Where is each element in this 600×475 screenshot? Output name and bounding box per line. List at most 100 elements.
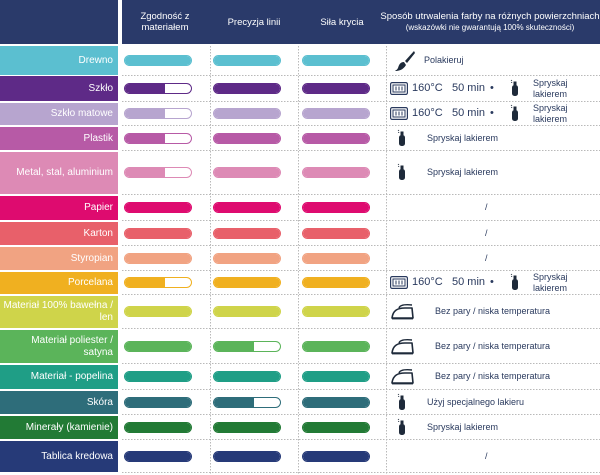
column-divider bbox=[210, 46, 211, 475]
table-row: Tablica kredowa / bbox=[0, 441, 600, 473]
precision-bar bbox=[213, 277, 281, 288]
coverage-bar-fill bbox=[303, 109, 369, 118]
fixing-method: / bbox=[380, 247, 600, 270]
spray-can-icon bbox=[397, 163, 407, 183]
spray-can-icon bbox=[510, 104, 520, 124]
table-row: Materiał 100% bawełna / len Bez pary / ni… bbox=[0, 296, 600, 329]
row-divider bbox=[122, 439, 600, 440]
precision-bar-fill bbox=[214, 398, 254, 407]
precision-bar bbox=[213, 397, 281, 408]
material-label: Materiał - popelina bbox=[0, 365, 118, 389]
compat-bar bbox=[124, 397, 192, 408]
compat-bar bbox=[124, 371, 192, 382]
coverage-bar bbox=[302, 277, 370, 288]
compat-bar bbox=[124, 167, 192, 178]
column-divider bbox=[298, 46, 299, 475]
method-text: / bbox=[485, 450, 488, 461]
coverage-bar-fill bbox=[303, 254, 369, 263]
coverage-bar bbox=[302, 397, 370, 408]
precision-bar-fill bbox=[214, 168, 280, 177]
material-label: Materiał poliester / satyna bbox=[0, 330, 118, 363]
compat-bar bbox=[124, 451, 192, 462]
oven-icon bbox=[390, 107, 408, 122]
coverage-bar-fill bbox=[303, 278, 369, 287]
method-text: Spryskaj lakierem bbox=[427, 167, 499, 177]
oven-icon bbox=[390, 81, 408, 97]
precision-bar bbox=[213, 371, 281, 382]
method-text: Polakieruj bbox=[424, 54, 464, 65]
fixing-method: 160°C 50 min • Spryskaj lakierem bbox=[380, 103, 600, 125]
material-label: Tablica kredowa bbox=[0, 441, 118, 472]
compat-bar bbox=[124, 306, 192, 317]
row-divider bbox=[122, 328, 600, 329]
temperature: 160°C bbox=[412, 276, 443, 288]
material-label: Skóra bbox=[0, 391, 118, 414]
header-precision: Precyzja linii bbox=[227, 16, 281, 28]
coverage-bar bbox=[302, 228, 370, 239]
material-label: Szkło bbox=[0, 76, 118, 101]
method-text: Spryskaj lakierem bbox=[533, 77, 568, 99]
brush-icon bbox=[394, 50, 416, 74]
coverage-bar-fill bbox=[303, 342, 369, 351]
table-row: Styropian / bbox=[0, 247, 600, 271]
header-bar bbox=[122, 0, 600, 44]
fixing-method: Bez pary / niska temperatura bbox=[380, 365, 600, 389]
fixing-method: / bbox=[380, 441, 600, 472]
separator-dot: • bbox=[490, 107, 494, 119]
row-divider bbox=[122, 414, 600, 415]
compat-bar-fill bbox=[125, 84, 165, 93]
row-divider bbox=[122, 389, 600, 390]
table-row: Minerały (kamienie) Spryskaj lakierem bbox=[0, 416, 600, 440]
compat-bar-fill bbox=[125, 134, 165, 143]
compat-bar bbox=[124, 55, 192, 66]
table-row: Szkło matowe 160°C 50 min • Spryskaj lakiere… bbox=[0, 103, 600, 126]
fixing-method: Spryskaj lakierem bbox=[380, 127, 600, 150]
fixing-method: 160°C 50 min • Spryskaj lakierem bbox=[380, 76, 600, 101]
method-text: Spryskaj lakierem bbox=[427, 421, 499, 432]
coverage-bar-fill bbox=[303, 307, 369, 316]
compat-bar-fill bbox=[125, 56, 191, 65]
compat-bar-fill bbox=[125, 372, 191, 381]
compat-bar-fill bbox=[125, 278, 165, 287]
coverage-bar-fill bbox=[303, 398, 369, 407]
precision-bar-fill bbox=[214, 342, 254, 351]
table-row: Karton / bbox=[0, 222, 600, 246]
row-divider bbox=[122, 363, 600, 364]
coverage-bar bbox=[302, 341, 370, 352]
fixing-method: Polakieruj bbox=[380, 46, 600, 75]
precision-bar bbox=[213, 83, 281, 94]
method-text: / bbox=[485, 252, 488, 263]
spray-can-icon bbox=[397, 129, 407, 149]
table-row: Materiał - popelina Bez pary / niska temp… bbox=[0, 365, 600, 390]
header-method-subtitle: (wskazówki nie gwarantują 100% skuteczno… bbox=[405, 23, 575, 32]
precision-bar-fill bbox=[214, 203, 280, 212]
precision-bar-fill bbox=[214, 372, 280, 381]
iron-icon bbox=[388, 368, 416, 388]
row-divider bbox=[122, 101, 600, 102]
header-method-title: Sposób utrwalenia farby na różnych powie… bbox=[380, 11, 600, 22]
fixing-method: Bez pary / niska temperatura bbox=[380, 330, 600, 363]
precision-bar-fill bbox=[214, 423, 280, 432]
compat-bar bbox=[124, 422, 192, 433]
compat-bar-fill bbox=[125, 423, 191, 432]
compat-bar-fill bbox=[125, 398, 191, 407]
table-row: Metal, stal, aluminium Spryskaj lakierem bbox=[0, 152, 600, 195]
compat-bar-fill bbox=[125, 307, 191, 316]
precision-bar-fill bbox=[214, 278, 280, 287]
coverage-bar-fill bbox=[303, 168, 369, 177]
coverage-bar bbox=[302, 253, 370, 264]
table-row: Materiał poliester / satyna Bez pary / ni… bbox=[0, 330, 600, 364]
bake-time: 50 min bbox=[452, 276, 486, 288]
coverage-bar bbox=[302, 133, 370, 144]
precision-bar bbox=[213, 108, 281, 119]
fixing-method: Użyj specjalnego lakieru bbox=[380, 391, 600, 414]
method-text: / bbox=[485, 227, 488, 238]
precision-bar bbox=[213, 228, 281, 239]
compat-bar-fill bbox=[125, 254, 191, 263]
header-compat: Zgodność z materiałem bbox=[140, 11, 190, 33]
coverage-bar-fill bbox=[303, 229, 369, 238]
row-divider bbox=[122, 294, 600, 295]
method-text: / bbox=[485, 202, 488, 212]
table-row: Porcelana 160°C 50 min • Spryskaj lakierem bbox=[0, 272, 600, 295]
fixing-method: / bbox=[380, 196, 600, 220]
